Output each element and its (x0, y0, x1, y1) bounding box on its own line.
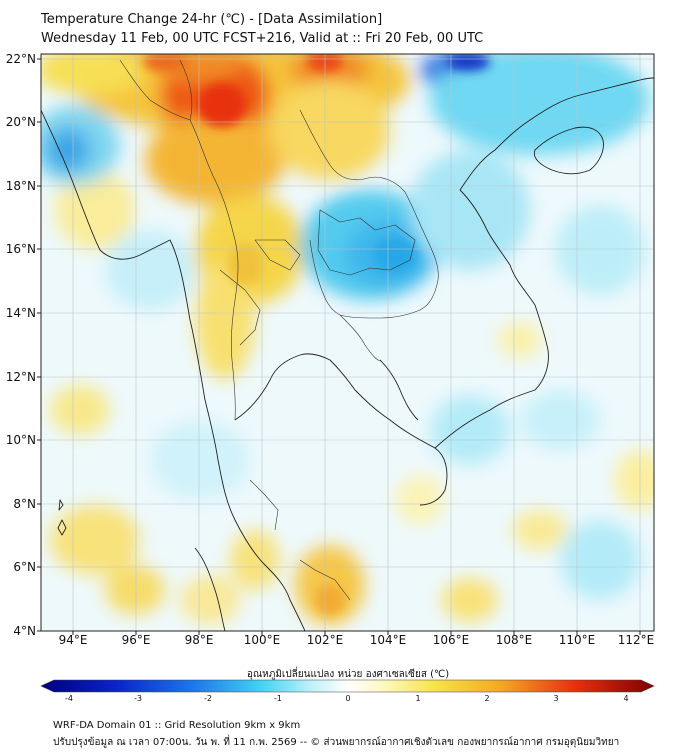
lat-labels: 22°N 20°N 18°N 16°N 14°N 12°N 10°N 8°N 6… (6, 52, 36, 638)
colorbar-tick: 2 (484, 694, 489, 703)
lat-label: 8°N (13, 497, 36, 511)
gridlines (41, 54, 654, 631)
lon-labels: 94°E 96°E 98°E 100°E 102°E 104°E 106°E 1… (59, 633, 655, 647)
map-subtitle: Wednesday 11 Feb, 00 UTC FCST+216, Valid… (41, 31, 484, 46)
lon-label: 102°E (307, 633, 344, 647)
colorbar-tick: 4 (623, 694, 628, 703)
lat-label: 4°N (13, 624, 36, 638)
admin-borders (119, 59, 439, 601)
lon-label: 110°E (559, 633, 596, 647)
lat-label: 16°N (6, 242, 36, 256)
colorbar-tick: -1 (274, 694, 282, 703)
lon-label: 112°E (618, 633, 655, 647)
lat-label: 18°N (6, 179, 36, 193)
colorbar-tick: -2 (204, 694, 212, 703)
lat-label: 22°N (6, 52, 36, 66)
map-title: Temperature Change 24-hr (℃) - [Data Ass… (41, 12, 383, 27)
coastlines (41, 77, 654, 631)
colorbar-tick: 1 (415, 694, 420, 703)
lat-label: 10°N (6, 433, 36, 447)
lat-label: 6°N (13, 560, 36, 574)
footer-model-info: WRF-DA Domain 01 :: Grid Resolution 9km … (53, 720, 301, 731)
lat-label: 14°N (6, 306, 36, 320)
plot-frame (40, 53, 655, 632)
colorbar-label: อุณหภูมิเปลี่ยนแปลง หน่วย องศาเซลเซียส (… (247, 666, 449, 680)
colorbar-tick: 0 (345, 694, 350, 703)
colorbar-ticks: -4 -3 -2 -1 0 1 2 3 4 (65, 694, 629, 703)
lon-label: 106°E (433, 633, 470, 647)
lon-label: 98°E (185, 633, 214, 647)
colorbar-tick: 3 (553, 694, 558, 703)
lat-label: 20°N (6, 115, 36, 129)
colorbar-tick: -3 (134, 694, 142, 703)
field-cores (143, 54, 490, 615)
lon-label: 100°E (244, 633, 281, 647)
colorbar-tick: -4 (65, 694, 73, 703)
lon-label: 108°E (496, 633, 533, 647)
lon-label: 104°E (370, 633, 407, 647)
lon-label: 96°E (122, 633, 151, 647)
field-patches (41, 54, 654, 625)
colorbar (40, 679, 655, 693)
footer-credit: ปรับปรุงข้อมูล ณ เวลา 07:00น. วัน พ. ที่… (53, 737, 620, 748)
lat-label: 12°N (6, 370, 36, 384)
temperature-field (41, 54, 654, 631)
tick-marks (37, 58, 641, 635)
lon-label: 94°E (59, 633, 88, 647)
